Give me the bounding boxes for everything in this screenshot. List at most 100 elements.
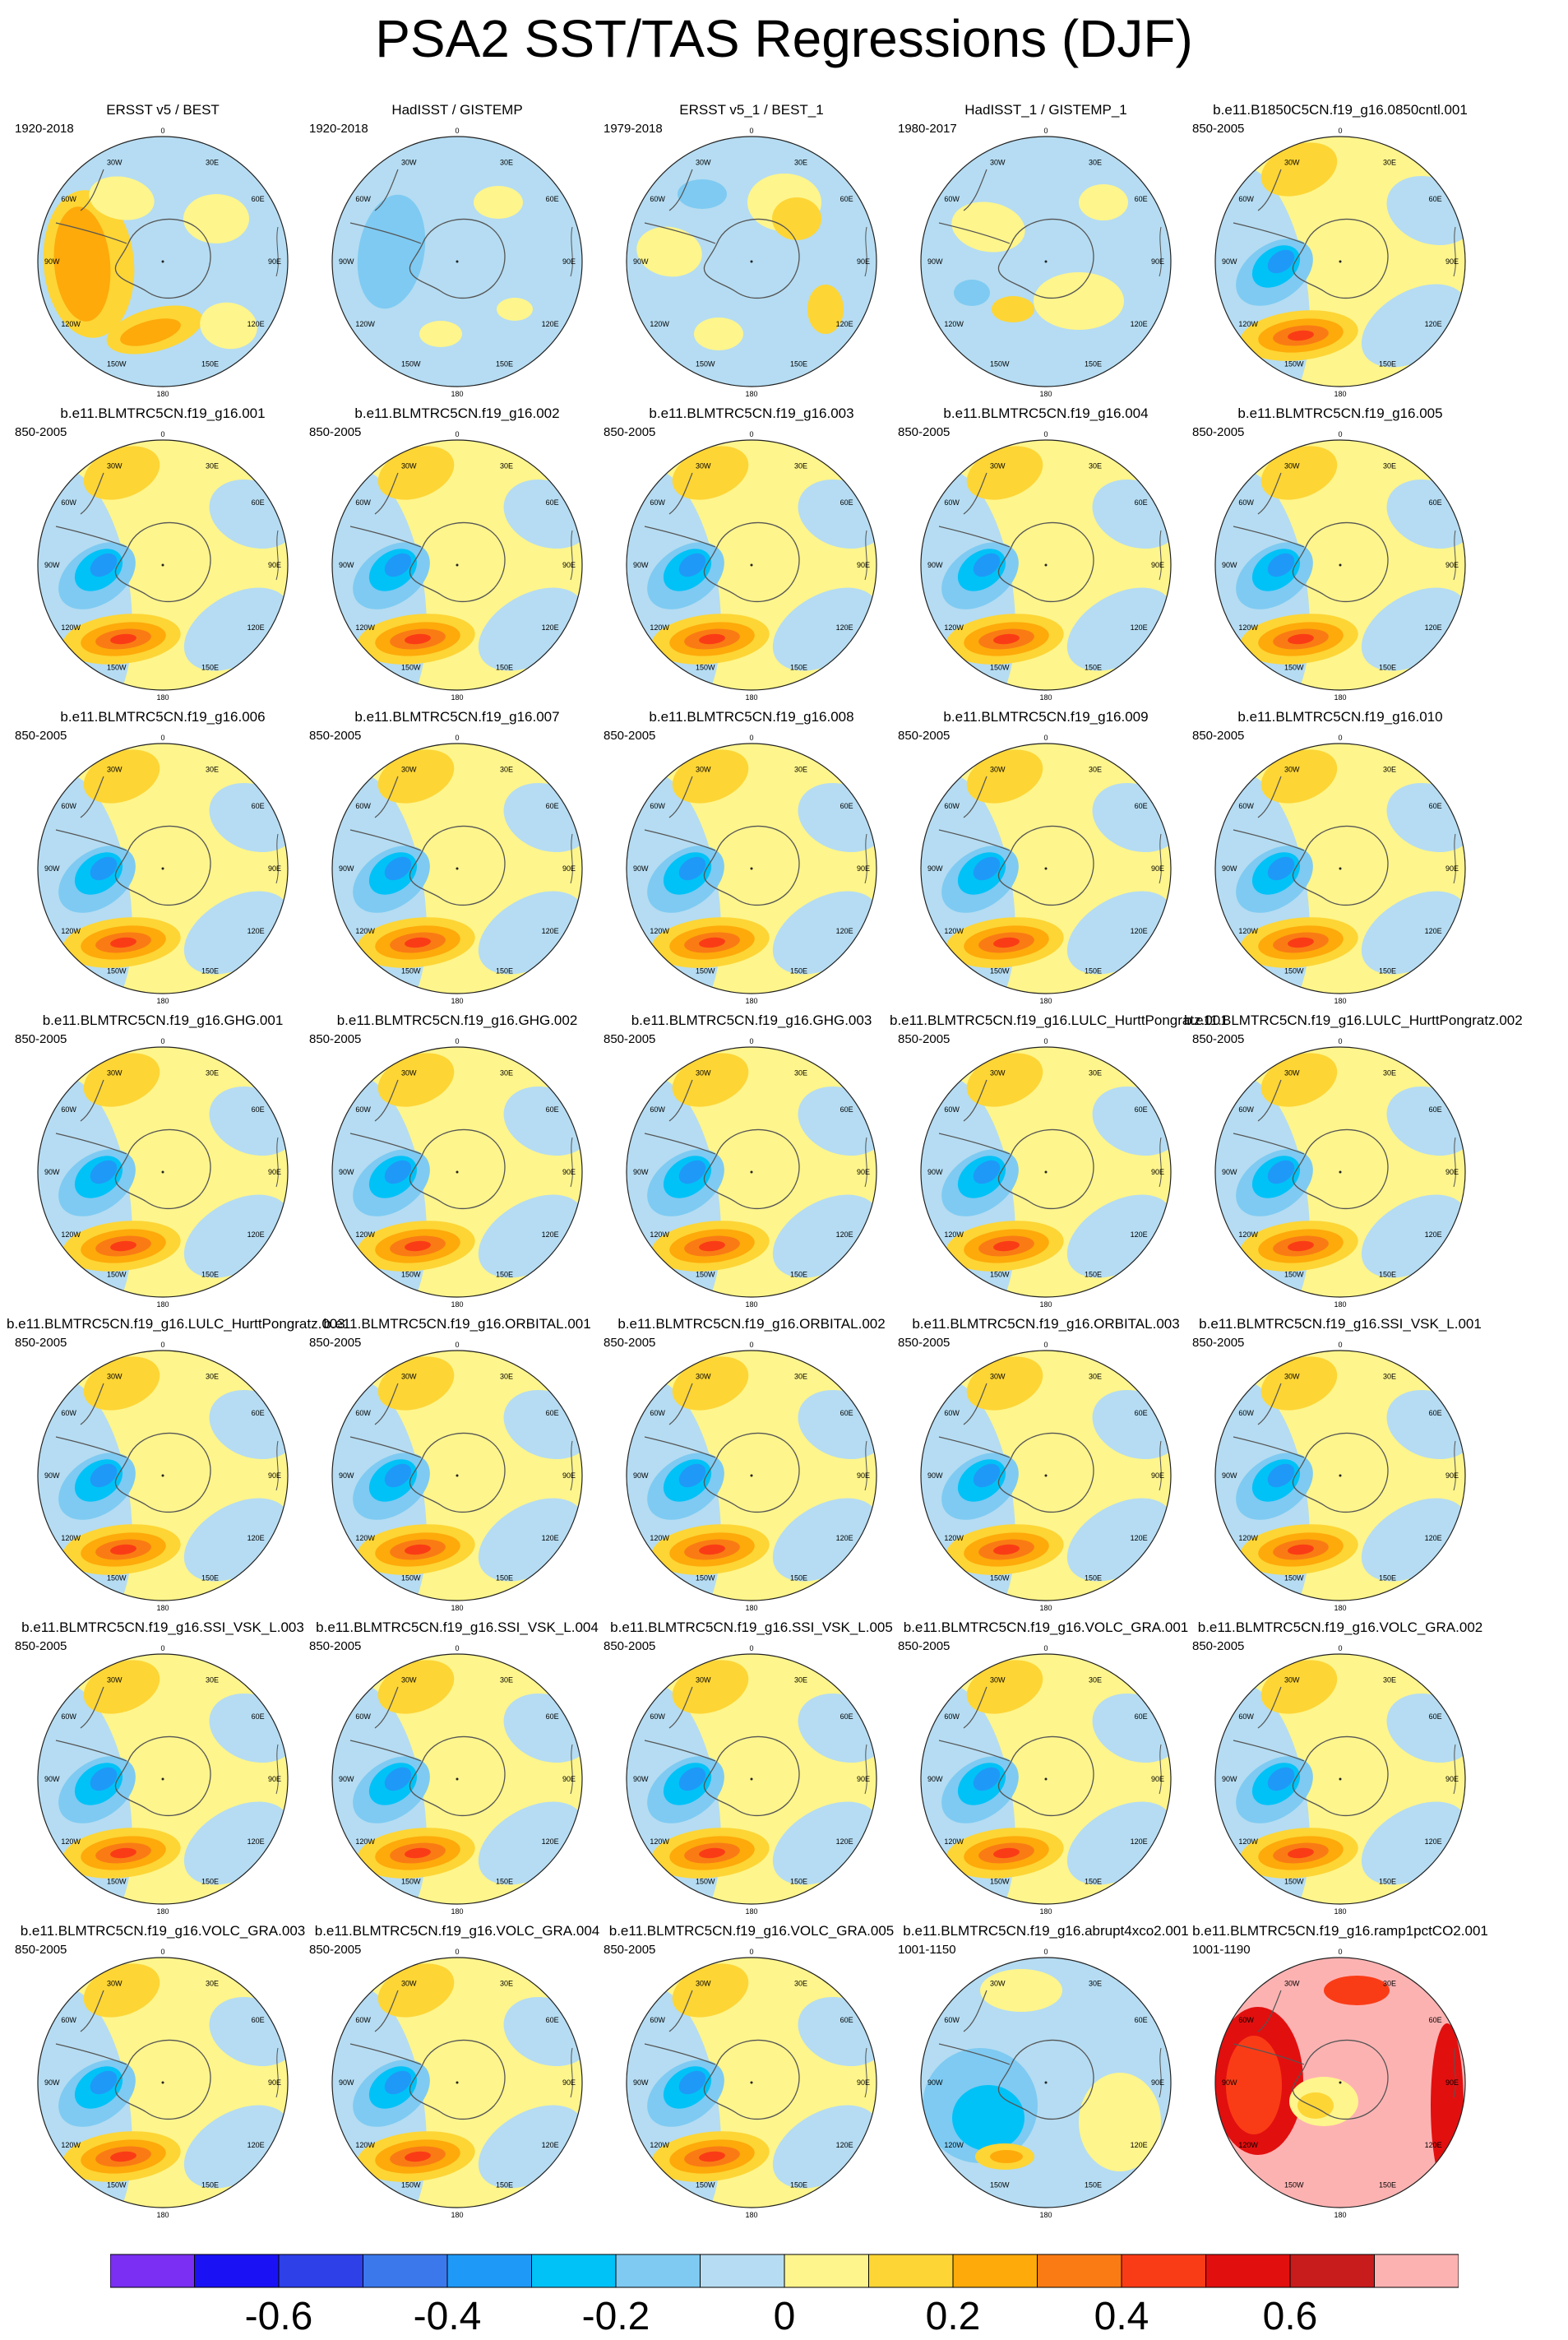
- meridian-label: 150E: [1085, 664, 1102, 672]
- map-panel: b.e11.BLMTRC5CN.f19_g16.GHG.002 850-2005 0…: [301, 1012, 613, 1312]
- meridian-label: 120E: [247, 1837, 265, 1846]
- polar-map: 0 30E 60E 90E 120E 150E 180 150W 120W 90W 60W 30W: [1214, 1644, 1466, 1916]
- contour-field: [1215, 1351, 1465, 1601]
- meridian-label: 90W: [1222, 257, 1237, 266]
- meridian-label: 60W: [650, 195, 665, 203]
- panel-title: b.e11.BLMTRC5CN.f19_g16.SSI_VSK_L.004: [316, 1619, 599, 1635]
- meridian-label: 150W: [696, 967, 715, 975]
- meridian-label: 30E: [1383, 461, 1396, 470]
- africa-coastline: [1453, 2047, 1456, 2098]
- map-boundary: [626, 1046, 877, 1298]
- contour-field: [627, 1958, 877, 2208]
- contour-region: [636, 226, 702, 277]
- meridian-label: 120E: [542, 2141, 559, 2149]
- meridian-label: 0: [1043, 1948, 1048, 1956]
- map-boundary: [1214, 1350, 1466, 1601]
- panel-title: b.e11.BLMTRC5CN.f19_g16.ORBITAL.001: [323, 1316, 591, 1332]
- map-boundary: [331, 1046, 583, 1298]
- meridian-label: 120E: [247, 623, 265, 632]
- polar-map: 0 30E 60E 90E 120E 150E 180 150W 120W 90W 60W 30W: [37, 734, 289, 1005]
- meridian-label: 120E: [1425, 320, 1442, 328]
- meridian-label: 150W: [696, 664, 715, 672]
- meridian-label: 180: [1334, 693, 1346, 702]
- map-panel: b.e11.BLMTRC5CN.f19_g16.008 850-2005 0 30E 6…: [595, 709, 908, 1008]
- antarctica-coastline: [409, 1128, 506, 1210]
- map-boundary: [626, 1653, 877, 1905]
- south-america-coastline: [55, 776, 127, 851]
- map-boundary: [626, 1350, 877, 1601]
- meridian-label: 150E: [201, 360, 219, 368]
- meridian-label: 150E: [496, 2181, 513, 2189]
- contour-region: [699, 937, 725, 948]
- contour-region: [672, 446, 749, 500]
- south-america-coastline: [349, 1990, 422, 2065]
- meridian-label: 0: [160, 1948, 164, 1956]
- antarctica-coastline: [1292, 1432, 1389, 1513]
- africa-coastline: [1453, 1744, 1456, 1795]
- africa-coastline: [275, 1440, 279, 1491]
- meridian-label: 90W: [927, 561, 943, 569]
- meridian-label: 180: [745, 1907, 757, 1916]
- contour-region: [1288, 937, 1314, 948]
- contour-region: [678, 1463, 706, 1488]
- meridian-label: 60E: [1429, 195, 1442, 203]
- meridian-label: 150E: [201, 2181, 219, 2189]
- meridian-label: 120W: [650, 1837, 669, 1846]
- south-america-coastline: [938, 169, 1011, 244]
- south-pole-marker: [456, 563, 459, 567]
- contour-region: [384, 1463, 412, 1488]
- polar-map: 0 30E 60E 90E 120E 150E 180 150W 120W 90W 60W 30W: [626, 1037, 877, 1309]
- contour-region: [1288, 633, 1314, 645]
- colorbar-swatch: [868, 2254, 954, 2288]
- contour-field: [332, 1047, 582, 1297]
- contour-region: [954, 280, 990, 306]
- south-america-coastline: [349, 1686, 422, 1762]
- africa-coastline: [275, 2047, 279, 2098]
- meridian-label: 120W: [650, 927, 669, 935]
- contour-region: [384, 553, 412, 577]
- meridian-label: 120W: [944, 927, 964, 935]
- south-america-coastline: [1233, 1079, 1305, 1155]
- meridian-label: 90E: [562, 2078, 576, 2087]
- contour-field: [38, 1047, 288, 1297]
- panel-period: 1980-2017: [898, 122, 957, 136]
- meridian-label: 150W: [107, 664, 127, 672]
- meridian-label: 90E: [268, 2078, 281, 2087]
- polar-map: 0 30E 60E 90E 120E 150E 180 150W 120W 90W 60W 30W: [920, 127, 1172, 398]
- meridian-label: 180: [156, 390, 169, 398]
- meridian-label: 150E: [1085, 1574, 1102, 1582]
- south-pole-marker: [161, 867, 164, 870]
- meridian-label: 120W: [61, 1534, 81, 1542]
- south-america-coastline: [644, 1990, 716, 2065]
- contour-region: [973, 1767, 1001, 1791]
- antarctica-coastline: [1292, 1128, 1389, 1210]
- meridian-label: 90W: [44, 864, 60, 873]
- contour-field: [1215, 440, 1465, 690]
- panel-period: 850-2005: [604, 425, 656, 439]
- meridian-label: 60E: [1135, 2016, 1148, 2024]
- meridian-label: 150E: [790, 664, 807, 672]
- contour-field: [38, 440, 288, 690]
- south-america-coastline: [55, 1990, 127, 2065]
- meridian-label: 30W: [1284, 158, 1300, 166]
- meridian-label: 150W: [990, 1271, 1010, 1279]
- contour-region: [110, 2151, 136, 2162]
- meridian-label: 60W: [650, 498, 665, 507]
- panel-title: b.e11.BLMTRC5CN.f19_g16.006: [60, 709, 266, 725]
- colorbar-swatch: [531, 2254, 617, 2288]
- contour-field: [38, 1654, 288, 1904]
- meridian-label: 0: [749, 1948, 753, 1956]
- antarctica-coastline: [997, 825, 1094, 906]
- contour-region: [1260, 1053, 1338, 1107]
- meridian-label: 180: [745, 390, 757, 398]
- meridian-label: 0: [749, 1644, 753, 1652]
- contour-region: [993, 1544, 1020, 1555]
- meridian-label: 60E: [252, 2016, 265, 2024]
- meridian-label: 120W: [944, 1230, 964, 1239]
- meridian-label: 120W: [650, 2141, 669, 2149]
- meridian-label: 90W: [339, 1168, 354, 1176]
- meridian-label: 90E: [268, 1471, 281, 1480]
- south-america-coastline: [644, 1079, 716, 1155]
- africa-coastline: [1159, 1137, 1162, 1188]
- panel-title: b.e11.BLMTRC5CN.f19_g16.SSI_VSK_L.005: [610, 1619, 893, 1635]
